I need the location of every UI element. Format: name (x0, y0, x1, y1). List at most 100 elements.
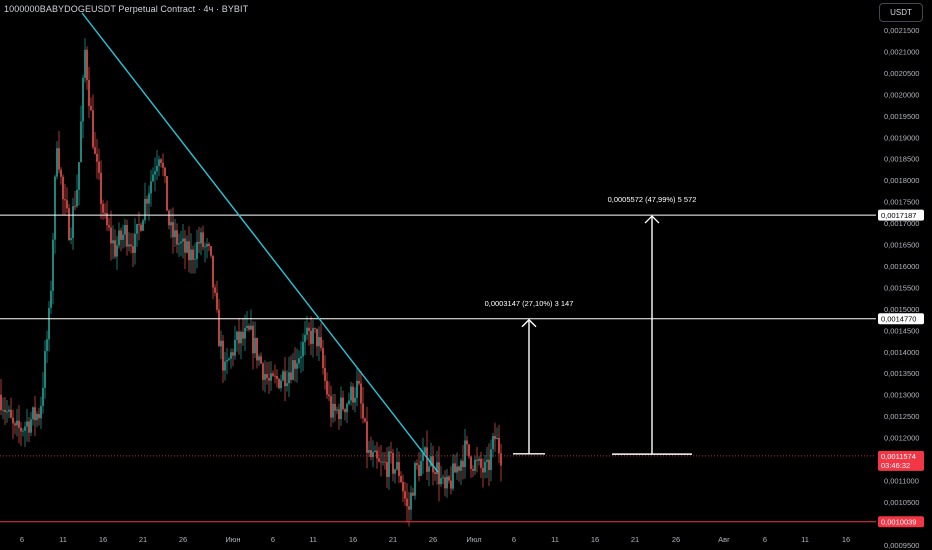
candle-body (298, 358, 300, 364)
y-tick-label: 0,0016000 (884, 262, 919, 271)
candle-body (182, 238, 184, 242)
candle-body (218, 309, 220, 347)
candle-body (10, 409, 12, 418)
candle-body (116, 245, 118, 257)
candle-body (384, 461, 386, 463)
candle-body (112, 240, 114, 244)
candle-body (26, 421, 28, 427)
candle-body (352, 386, 354, 403)
candle-body (476, 459, 478, 461)
candle-body (380, 461, 382, 463)
candle-body (234, 339, 236, 356)
candle-body (390, 451, 392, 453)
candle-body (6, 411, 8, 413)
candle-body (204, 246, 206, 248)
candle-body (282, 371, 284, 381)
y-tick-label: 0,0011000 (884, 476, 919, 485)
time-axis[interactable]: 6 11 16 21 26 Июн 6 11 16 21 26 Июл 6 11 16 21 26 Авг 6 11 1… (20, 535, 850, 544)
candle-body (156, 165, 158, 172)
candle-body (256, 337, 258, 361)
x-tick-label: 16 (349, 535, 357, 544)
candle-body (74, 206, 76, 207)
candle-body (406, 498, 408, 507)
x-tick-label: 16 (842, 535, 850, 544)
candle-body (306, 327, 308, 335)
candle-body (66, 200, 68, 209)
x-tick-label: 6 (271, 535, 275, 544)
candle-body (4, 409, 6, 412)
candle-body (494, 436, 496, 440)
candle-body (188, 241, 190, 261)
candle-body (460, 460, 462, 471)
candle-body (164, 167, 166, 177)
y-tick-label: 0,0018000 (884, 176, 919, 185)
candle-body (454, 463, 456, 473)
candle-body (458, 466, 460, 471)
candle-body (416, 463, 418, 466)
candle-body (316, 328, 318, 347)
x-tick-label: 21 (631, 535, 639, 544)
candle-body (216, 292, 218, 310)
candle-body (140, 224, 142, 231)
y-tick-label: 0,0009500 (884, 541, 919, 550)
candle-body (394, 469, 396, 474)
candle-body (278, 378, 280, 389)
candle-body (470, 456, 472, 469)
y-tick-label: 0,0014500 (884, 326, 919, 335)
candle-body (430, 456, 432, 467)
candle-body (480, 458, 482, 468)
candle-body (214, 287, 216, 293)
candle-body (322, 347, 324, 368)
price-axis[interactable]: 0,00095000,00100000,00105000,00110000,00… (884, 26, 919, 550)
candle-body (64, 199, 66, 201)
current-price-badge (878, 450, 924, 471)
candle-body (372, 452, 374, 458)
candlestick-series (0, 38, 502, 527)
y-tick-label: 0,0019500 (884, 112, 919, 121)
candle-body (152, 174, 154, 182)
candle-body (436, 462, 438, 474)
candle-body (68, 208, 70, 240)
candle-body (374, 450, 376, 453)
candle-body (304, 334, 306, 343)
candle-body (180, 241, 182, 244)
candle-body (196, 241, 198, 260)
candle-body (222, 340, 224, 371)
symbol-title: 1000000BABYDOGEUSDT Perpetual Contract ·… (4, 4, 249, 14)
candle-body (440, 478, 442, 485)
candle-body (242, 331, 244, 339)
candle-body (330, 396, 332, 418)
candle-body (318, 337, 320, 347)
candle-body (40, 405, 42, 419)
candle-body (136, 224, 138, 234)
candle-body (82, 77, 84, 122)
y-tick-label: 0,0017500 (884, 198, 919, 207)
x-tick-label: 11 (801, 535, 809, 544)
candle-body (158, 159, 160, 166)
candle-body (354, 397, 356, 403)
y-tick-label: 0,0020000 (884, 90, 919, 99)
x-tick-label: 26 (179, 535, 187, 544)
candle-body (48, 307, 50, 340)
candle-body (102, 203, 104, 213)
candle-body (88, 80, 90, 106)
x-tick-label: Июн (225, 535, 240, 544)
candle-body (486, 459, 488, 462)
candle-body (276, 375, 278, 379)
candle-body (18, 420, 20, 428)
candle-body (96, 153, 98, 162)
candle-body (144, 198, 146, 221)
candle-body (110, 227, 112, 244)
x-tick-label: Июл (466, 535, 481, 544)
candle-body (118, 230, 120, 246)
x-tick-label: 26 (429, 535, 437, 544)
candle-body (398, 462, 400, 477)
candle-body (192, 249, 194, 260)
candle-body (376, 450, 378, 459)
currency-button[interactable]: USDT (879, 3, 923, 22)
candle-body (246, 325, 248, 329)
candle-body (20, 427, 22, 432)
y-tick-label: 0,0020500 (884, 69, 919, 78)
candle-body (168, 210, 170, 226)
